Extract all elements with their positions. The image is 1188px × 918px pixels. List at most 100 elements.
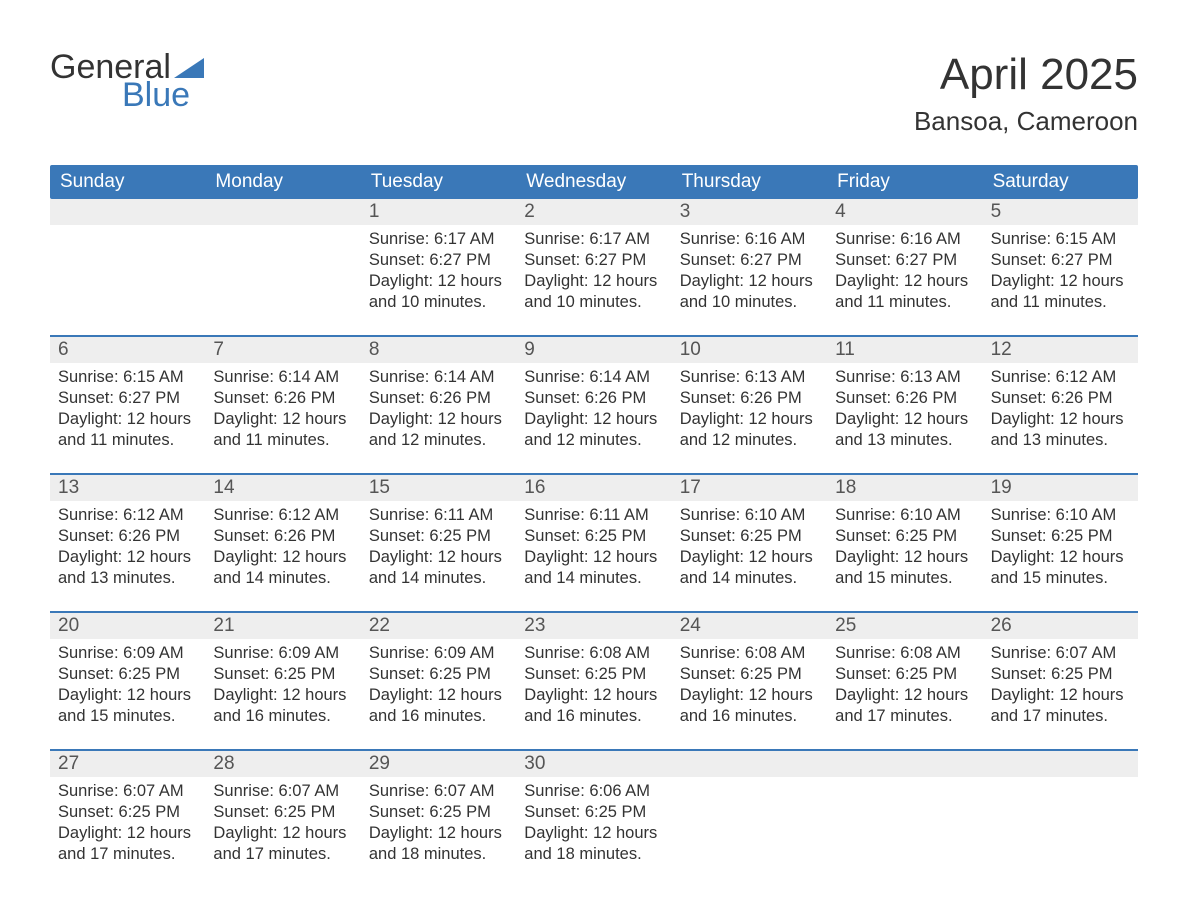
sunrise-text: Sunrise: 6:07 AM [369,781,508,802]
sunrise-text: Sunrise: 6:17 AM [369,229,508,250]
weekday-label: Wednesday [516,165,671,199]
calendar-cell [205,225,360,321]
day-number: 2 [516,199,671,225]
daylight-text: and 10 minutes. [680,292,819,313]
sunset-text: Sunset: 6:26 PM [369,388,508,409]
daylight-text: Daylight: 12 hours [369,547,508,568]
calendar-cell: Sunrise: 6:12 AMSunset: 6:26 PMDaylight:… [205,501,360,597]
sunset-text: Sunset: 6:27 PM [680,250,819,271]
daylight-text: Daylight: 12 hours [680,409,819,430]
weekday-label: Sunday [50,165,205,199]
daylight-text: and 13 minutes. [58,568,197,589]
sunrise-text: Sunrise: 6:09 AM [369,643,508,664]
day-number: 9 [516,337,671,363]
daylight-text: Daylight: 12 hours [524,409,663,430]
sunset-text: Sunset: 6:27 PM [991,250,1130,271]
sunrise-text: Sunrise: 6:07 AM [213,781,352,802]
day-number: 20 [50,613,205,639]
sunset-text: Sunset: 6:25 PM [369,664,508,685]
day-number [50,199,205,225]
sunset-text: Sunset: 6:25 PM [213,664,352,685]
sunrise-text: Sunrise: 6:10 AM [991,505,1130,526]
daylight-text: Daylight: 12 hours [369,685,508,706]
sunset-text: Sunset: 6:25 PM [213,802,352,823]
calendar-week: 20212223242526Sunrise: 6:09 AMSunset: 6:… [50,611,1138,735]
brand-logo: General Blue [50,50,204,112]
weekday-label: Saturday [983,165,1138,199]
daylight-text: and 11 minutes. [991,292,1130,313]
weekday-label: Monday [205,165,360,199]
calendar-cell: Sunrise: 6:12 AMSunset: 6:26 PMDaylight:… [983,363,1138,459]
daylight-text: and 17 minutes. [58,844,197,865]
daylight-text: Daylight: 12 hours [58,409,197,430]
daylight-text: Daylight: 12 hours [991,685,1130,706]
sunrise-text: Sunrise: 6:14 AM [213,367,352,388]
header-region: General Blue April 2025 Bansoa, Cameroon [50,50,1138,137]
calendar-cell [672,777,827,873]
sunrise-text: Sunrise: 6:12 AM [58,505,197,526]
sunset-text: Sunset: 6:25 PM [369,802,508,823]
sunset-text: Sunset: 6:27 PM [835,250,974,271]
day-number: 11 [827,337,982,363]
calendar-cell: Sunrise: 6:16 AMSunset: 6:27 PMDaylight:… [672,225,827,321]
calendar-cell [827,777,982,873]
daylight-text: Daylight: 12 hours [680,685,819,706]
daylight-text: Daylight: 12 hours [680,271,819,292]
daylight-text: Daylight: 12 hours [58,547,197,568]
brand-word2: Blue [122,78,204,112]
day-number: 26 [983,613,1138,639]
daylight-text: and 12 minutes. [680,430,819,451]
sunset-text: Sunset: 6:27 PM [524,250,663,271]
sunset-text: Sunset: 6:26 PM [213,526,352,547]
day-number: 6 [50,337,205,363]
calendar-cell: Sunrise: 6:10 AMSunset: 6:25 PMDaylight:… [672,501,827,597]
daylight-text: and 16 minutes. [524,706,663,727]
daylight-text: and 14 minutes. [524,568,663,589]
calendar-cell [983,777,1138,873]
daylight-text: Daylight: 12 hours [58,823,197,844]
daylight-text: and 15 minutes. [58,706,197,727]
sunset-text: Sunset: 6:26 PM [991,388,1130,409]
daylight-text: Daylight: 12 hours [835,409,974,430]
day-number: 30 [516,751,671,777]
calendar-cell: Sunrise: 6:08 AMSunset: 6:25 PMDaylight:… [672,639,827,735]
daylight-text: and 17 minutes. [835,706,974,727]
daylight-text: and 14 minutes. [680,568,819,589]
daylight-text: Daylight: 12 hours [369,409,508,430]
day-number: 13 [50,475,205,501]
sunset-text: Sunset: 6:25 PM [524,526,663,547]
calendar-cell: Sunrise: 6:16 AMSunset: 6:27 PMDaylight:… [827,225,982,321]
daylight-text: and 11 minutes. [58,430,197,451]
day-number: 27 [50,751,205,777]
sunset-text: Sunset: 6:25 PM [991,664,1130,685]
sunset-text: Sunset: 6:25 PM [58,664,197,685]
calendar-cell: Sunrise: 6:15 AMSunset: 6:27 PMDaylight:… [983,225,1138,321]
day-number: 22 [361,613,516,639]
daylight-text: and 10 minutes. [369,292,508,313]
day-number: 19 [983,475,1138,501]
calendar-week: 12345Sunrise: 6:17 AMSunset: 6:27 PMDayl… [50,199,1138,321]
day-number: 14 [205,475,360,501]
day-number-row: 20212223242526 [50,613,1138,639]
sunset-text: Sunset: 6:25 PM [835,664,974,685]
daylight-text: Daylight: 12 hours [991,409,1130,430]
daylight-text: Daylight: 12 hours [213,685,352,706]
day-number: 16 [516,475,671,501]
sunrise-text: Sunrise: 6:13 AM [680,367,819,388]
calendar-cell: Sunrise: 6:12 AMSunset: 6:26 PMDaylight:… [50,501,205,597]
day-number: 25 [827,613,982,639]
day-number [205,199,360,225]
day-number [672,751,827,777]
daylight-text: Daylight: 12 hours [213,409,352,430]
sunrise-text: Sunrise: 6:16 AM [680,229,819,250]
calendar-cell: Sunrise: 6:07 AMSunset: 6:25 PMDaylight:… [983,639,1138,735]
calendar: Sunday Monday Tuesday Wednesday Thursday… [50,165,1138,873]
weekday-label: Friday [827,165,982,199]
calendar-cell: Sunrise: 6:15 AMSunset: 6:27 PMDaylight:… [50,363,205,459]
daylight-text: and 12 minutes. [369,430,508,451]
sunrise-text: Sunrise: 6:13 AM [835,367,974,388]
sunrise-text: Sunrise: 6:11 AM [369,505,508,526]
day-number: 3 [672,199,827,225]
sunrise-text: Sunrise: 6:14 AM [524,367,663,388]
daylight-text: and 16 minutes. [369,706,508,727]
